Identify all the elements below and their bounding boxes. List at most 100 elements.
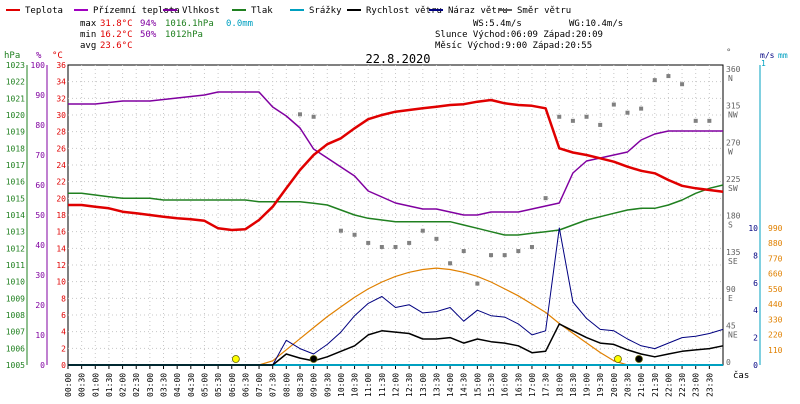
dir-code-label: SE (728, 257, 738, 266)
legend-label: Směr větru (517, 6, 571, 16)
stats-panel: max 31.8°C 94% 1016.1hPa 0.0mm min 16.2°… (80, 19, 253, 51)
wind-dir-point (557, 114, 562, 119)
wind-dir-point (570, 118, 575, 123)
wind-dir-point (516, 249, 521, 254)
time-tick-label: 18:30 (569, 373, 578, 397)
stat-max-press: 1016.1hPa (165, 19, 214, 29)
stat-min-press: 1012hPa (165, 30, 203, 40)
rad-tick-label: 440 (768, 300, 783, 309)
sun-info: Slunce Východ:06:09 Západ:20:09 (435, 30, 603, 40)
time-tick-label: 09:00 (310, 373, 319, 397)
time-tick-label: 07:30 (269, 373, 278, 397)
mm-top-label: 1 (761, 59, 766, 68)
moon-info: Měsíc Východ:9:00 Západ:20:55 (435, 41, 592, 51)
stat-max-label: max (80, 19, 97, 29)
time-tick-label: 03:30 (160, 373, 169, 397)
hum-tick-label: 50 (35, 211, 45, 220)
time-tick-label: 16:00 (501, 373, 510, 397)
time-tick-label: 20:30 (623, 373, 632, 397)
wind-dir-point (338, 228, 343, 233)
legend-label: Přízemní teplota (93, 6, 180, 16)
rad-tick-label: 880 (768, 239, 783, 248)
time-tick-label: 05:30 (214, 373, 223, 397)
temp-tick-label: 20 (56, 194, 66, 203)
wind-speed-line (68, 323, 724, 366)
temp-tick-label: 34 (56, 78, 66, 87)
wind-dir-point (448, 261, 453, 266)
astro-marker (309, 355, 318, 363)
time-tick-label: 08:30 (296, 373, 305, 397)
hum-tick-label: 90 (35, 91, 45, 100)
wind-dir-point (502, 253, 507, 258)
hpa-tick-label: 1021 (6, 94, 25, 103)
time-tick-label: 10:00 (337, 373, 346, 397)
hum-tick-label: 40 (35, 241, 45, 250)
markers (231, 355, 643, 363)
rad-tick-label: 550 (768, 285, 783, 294)
wind-dir-point (420, 228, 425, 233)
hum-tick-label: 80 (35, 121, 45, 130)
astro-marker (635, 355, 643, 363)
time-tick-label: 15:00 (473, 373, 482, 397)
time-tick-label: 23:00 (692, 373, 701, 397)
legend-label: Rychlost větru (366, 6, 442, 16)
stat-min-label: min (80, 30, 96, 40)
dir-tick-label: 270 (726, 138, 741, 147)
temp-tick-label: 16 (56, 228, 66, 237)
dir-code-label: S (728, 221, 733, 230)
temp-tick-label: 32 (56, 94, 66, 103)
legend: Teplota Přízemní teplota Vlhkost Tlak Srážky… (6, 6, 571, 16)
time-tick-label: 00:00 (64, 373, 73, 397)
hpa-tick-label: 1009 (6, 294, 25, 303)
dir-tick-label: 315 (726, 102, 741, 111)
legend-label: Tlak (251, 6, 273, 16)
temp-tick-label: 6 (61, 311, 66, 320)
temp-tick-label: 4 (61, 328, 66, 337)
temp-tick-label: 0 (61, 361, 66, 370)
legend-label: Teplota (25, 6, 63, 16)
time-tick-label: 14:30 (460, 373, 469, 397)
mm-unit: mm (778, 51, 788, 60)
ms-unit: m/s (760, 51, 775, 60)
wind-dir-point (707, 118, 712, 123)
temperature-line (68, 98, 724, 232)
stat-min-hum: 50% (140, 30, 157, 40)
stat-max-temp: 31.8°C (100, 19, 133, 29)
hpa-tick-label: 1010 (6, 278, 25, 287)
hpa-tick-label: 1007 (6, 328, 25, 337)
dir-code-label: E (728, 294, 733, 303)
dir-code-label: SW (728, 184, 738, 193)
ms-tick-label: 4 (753, 306, 758, 315)
hum-tick-label: 60 (35, 181, 45, 190)
dir-tick-label: 0 (726, 358, 731, 367)
hpa-tick-label: 1006 (6, 344, 25, 353)
hpa-tick-label: 1020 (6, 111, 25, 120)
dir-tick-label: 135 (726, 248, 741, 257)
rad-tick-label: 770 (768, 254, 783, 263)
time-tick-label: 01:00 (91, 373, 100, 397)
hpa-tick-label: 1022 (6, 78, 25, 87)
ms-tick-label: 8 (753, 251, 758, 260)
rad-tick-label: 110 (768, 346, 783, 355)
pressure-line (68, 184, 724, 236)
wind-dir-point (434, 236, 439, 241)
temp-tick-label: 2 (61, 344, 66, 353)
wind-dir-point (598, 122, 603, 127)
hpa-tick-label: 1013 (6, 228, 25, 237)
time-tick-label: 05:00 (200, 373, 209, 397)
time-tick-label: 16:30 (514, 373, 523, 397)
time-tick-label: 06:30 (241, 373, 250, 397)
dir-code-label: NW (728, 111, 738, 120)
wind-dir-point (693, 118, 698, 123)
hpa-tick-label: 1017 (6, 161, 25, 170)
time-tick-label: 18:00 (555, 373, 564, 397)
wind-dir-point (625, 110, 630, 115)
temp-tick-label: 14 (56, 244, 66, 253)
hum-tick-label: 20 (35, 301, 45, 310)
wind-speed-info: WS:5.4m/s (473, 19, 522, 29)
time-tick-label: 12:30 (405, 373, 414, 397)
temp-tick-label: 36 (56, 61, 66, 70)
hum-tick-label: 0 (40, 361, 45, 370)
stat-max-hum: 94% (140, 19, 157, 29)
